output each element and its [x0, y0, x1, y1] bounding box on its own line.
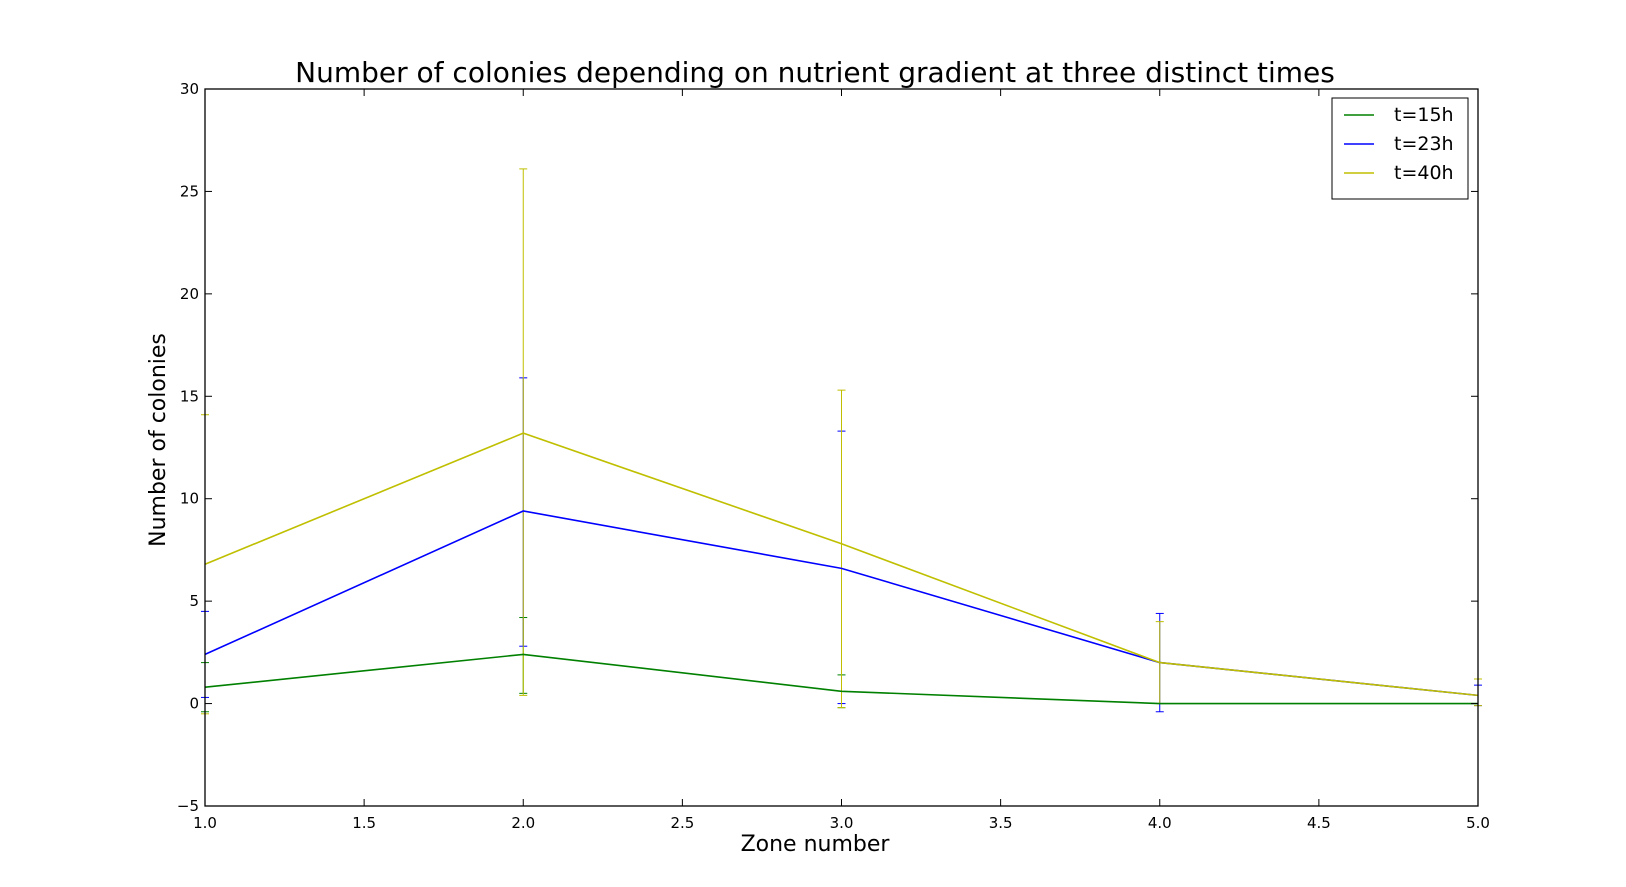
y-tick-label: 5	[189, 592, 199, 610]
y-axis-label: Number of colonies	[146, 333, 171, 547]
x-tick-label: 4.5	[1307, 814, 1331, 832]
y-tick-label: 15	[180, 387, 199, 405]
legend-label: t=40h	[1394, 162, 1454, 184]
x-tick-label: 1.0	[193, 814, 217, 832]
plot-frame	[204, 88, 1479, 807]
legend-label: t=15h	[1394, 104, 1454, 126]
x-tick-label: 2.5	[670, 814, 694, 832]
x-tick-label: 1.5	[352, 814, 376, 832]
x-tick-label: 3.0	[830, 814, 854, 832]
x-tick-label: 3.5	[989, 814, 1013, 832]
y-tick-label: 30	[180, 80, 199, 98]
legend: t=15h t=23h t=40h	[1331, 97, 1469, 200]
y-tick-label: 25	[180, 182, 199, 200]
legend-label: t=23h	[1394, 133, 1454, 155]
series-line	[204, 653, 1478, 705]
chart-title: Number of colonies depending on nutrient…	[295, 56, 1335, 89]
error-bars	[201, 168, 1482, 715]
x-tick-label: 5.0	[1466, 814, 1490, 832]
y-tick-label: 10	[180, 490, 199, 508]
x-axis-label: Zone number	[741, 832, 891, 857]
axis-ticks: 1.0 1.5 2.0 2.5 3.0 3.5 4.0 4.5 5.0 −5 0 5 10 15 20 25 3…	[177, 80, 1490, 832]
x-tick-label: 4.0	[1148, 814, 1172, 832]
y-tick-label: 20	[180, 285, 199, 303]
y-tick-label: 0	[189, 695, 199, 713]
y-tick-label: −5	[177, 797, 199, 815]
series-lines	[204, 432, 1479, 705]
series-line	[204, 432, 1479, 697]
x-tick-label: 2.0	[511, 814, 535, 832]
